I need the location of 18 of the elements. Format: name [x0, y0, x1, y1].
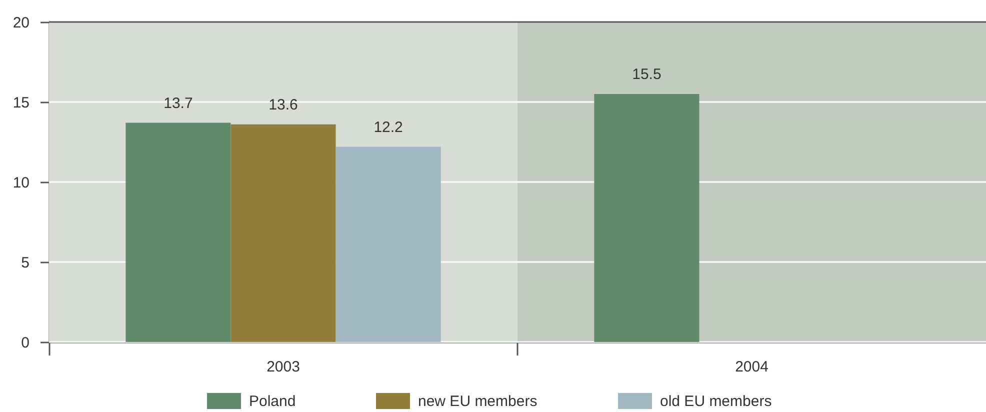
- bar: [230, 124, 336, 342]
- data-label: 13.6: [268, 96, 298, 114]
- bar: [594, 94, 700, 342]
- y-tick-label: 15: [12, 94, 30, 112]
- y-tick-label: 5: [21, 254, 30, 272]
- y-tick-label: 20: [12, 14, 30, 32]
- data-label: 13.7: [164, 94, 193, 112]
- legend-label: old EU members: [660, 393, 772, 410]
- x-tick-label: 2004: [735, 358, 768, 376]
- x-tick-label: 2003: [266, 358, 300, 376]
- y-tick-label: 0: [21, 334, 30, 352]
- legend-label: new EU members: [418, 393, 538, 410]
- legend-label: Poland: [249, 393, 296, 410]
- data-label: 15.5: [632, 66, 662, 83]
- data-label: 12.2: [374, 118, 403, 136]
- bar: [336, 146, 441, 342]
- y-tick-label: 10: [12, 174, 30, 192]
- bar: [126, 122, 231, 342]
